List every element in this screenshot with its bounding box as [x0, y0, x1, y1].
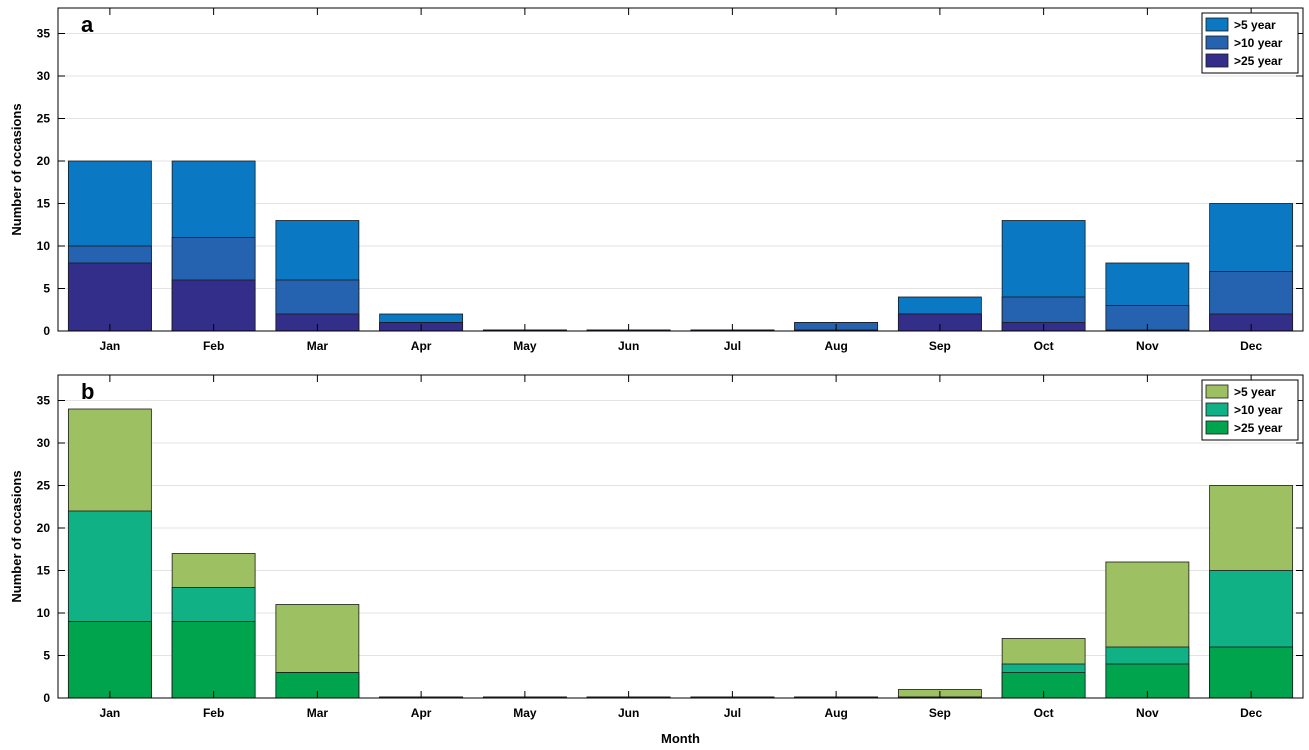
legend-label-10-year: >10 year: [1234, 403, 1283, 417]
x-tick-label-nov: Nov: [1136, 339, 1159, 353]
y-tick-label: 30: [37, 436, 51, 450]
x-tick-label-jul: Jul: [724, 339, 741, 353]
x-tick-label-jan: Jan: [100, 339, 121, 353]
chart-panel-a: 0 5 10 15 20 25 30 35 Jan Feb Mar Apr May Jun Jul Aug Se…: [9, 8, 1303, 353]
y-tick-label: 5: [43, 649, 50, 663]
x-tick-label-may: May: [513, 706, 537, 720]
legend-label-10-year: >10 year: [1234, 36, 1283, 50]
legend-swatch-5-year: [1206, 18, 1228, 31]
legend: >5 year >10 year >25 year: [1202, 13, 1298, 73]
legend-label-25-year: >25 year: [1234, 421, 1283, 435]
y-tick-label: 20: [37, 154, 51, 168]
y-tick-label: 15: [37, 197, 51, 211]
x-tick-label-aug: Aug: [824, 339, 847, 353]
legend-label-5-year: >5 year: [1234, 18, 1276, 32]
y-axis-title: Number of occasions: [9, 103, 24, 235]
x-axis-title: Month: [661, 731, 700, 746]
panel-label: b: [81, 379, 94, 404]
bar-25-year-feb: [172, 622, 255, 699]
bar-25-year-feb: [172, 280, 255, 331]
x-tick-label-mar: Mar: [307, 706, 329, 720]
x-tick-label-may: May: [513, 339, 537, 353]
legend-swatch-25-year: [1206, 54, 1228, 67]
x-tick-label-aug: Aug: [824, 706, 847, 720]
y-tick-label: 10: [37, 239, 51, 253]
panel-label: a: [81, 12, 94, 37]
x-tick-label-apr: Apr: [411, 339, 432, 353]
y-tick-label: 35: [37, 394, 51, 408]
y-tick-label: 30: [37, 69, 51, 83]
bar-25-year-jan: [68, 622, 151, 699]
y-tick-label: 25: [37, 479, 51, 493]
bar-25-year-dec: [1210, 647, 1293, 698]
x-tick-label-mar: Mar: [307, 339, 329, 353]
x-tick-label-jul: Jul: [724, 706, 741, 720]
legend-label-5-year: >5 year: [1234, 385, 1276, 399]
x-tick-label-apr: Apr: [411, 706, 432, 720]
x-tick-label-sep: Sep: [929, 706, 951, 720]
x-tick-label-oct: Oct: [1034, 339, 1054, 353]
bar-25-year-jan: [68, 263, 151, 331]
x-tick-label-jun: Jun: [618, 339, 639, 353]
legend-swatch-5-year: [1206, 385, 1228, 398]
x-tick-label-dec: Dec: [1240, 339, 1262, 353]
y-axis-title: Number of occasions: [9, 470, 24, 602]
x-tick-label-dec: Dec: [1240, 706, 1262, 720]
legend: >5 year >10 year >25 year: [1202, 380, 1298, 440]
x-tick-label-sep: Sep: [929, 339, 951, 353]
y-tick-label: 35: [37, 27, 51, 41]
x-tick-label-jan: Jan: [100, 706, 121, 720]
x-tick-label-feb: Feb: [203, 339, 224, 353]
y-tick-label: 15: [37, 564, 51, 578]
y-tick-label: 0: [43, 691, 50, 705]
x-tick-label-jun: Jun: [618, 706, 639, 720]
legend-swatch-10-year: [1206, 403, 1228, 416]
y-tick-label: 25: [37, 112, 51, 126]
y-tick-label: 10: [37, 606, 51, 620]
x-tick-label-feb: Feb: [203, 706, 224, 720]
chart-panel-b: 0 5 10 15 20 25 30 35 Jan Feb Mar Apr May Jun Jul Aug Se…: [9, 375, 1303, 746]
legend-swatch-10-year: [1206, 36, 1228, 49]
legend-swatch-25-year: [1206, 421, 1228, 434]
y-tick-label: 0: [43, 324, 50, 338]
x-tick-label-nov: Nov: [1136, 706, 1159, 720]
y-tick-label: 20: [37, 521, 51, 535]
y-tick-label: 5: [43, 282, 50, 296]
legend-label-25-year: >25 year: [1234, 54, 1283, 68]
x-tick-label-oct: Oct: [1034, 706, 1054, 720]
